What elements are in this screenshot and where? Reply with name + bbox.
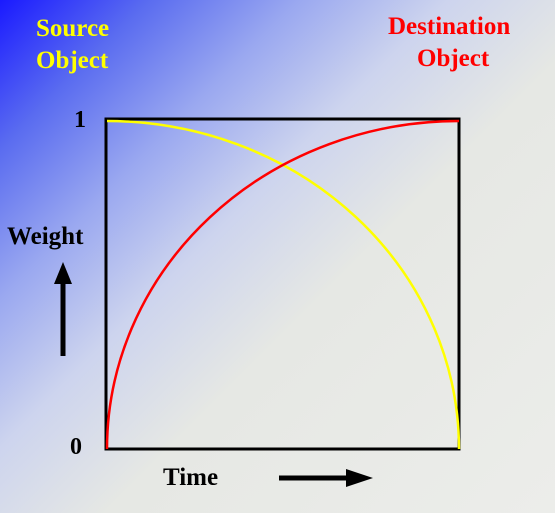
source-curve	[106, 119, 461, 450]
destination-object-label-line1: Destination	[388, 13, 511, 40]
destination-object-label-line2: Object	[417, 45, 490, 72]
time-right-arrow	[279, 469, 373, 487]
weight-up-arrow	[54, 262, 72, 356]
source-object-label-line2: Object	[36, 47, 109, 74]
x-axis-label: Time	[163, 464, 219, 491]
destination-curve	[105, 119, 460, 450]
y-axis-label: Weight	[7, 223, 84, 250]
y-axis-min-label: 0	[70, 434, 82, 460]
source-object-label-line1: Source	[36, 15, 110, 42]
plot-frame	[104, 117, 461, 451]
y-axis-max-label: 1	[74, 107, 86, 133]
